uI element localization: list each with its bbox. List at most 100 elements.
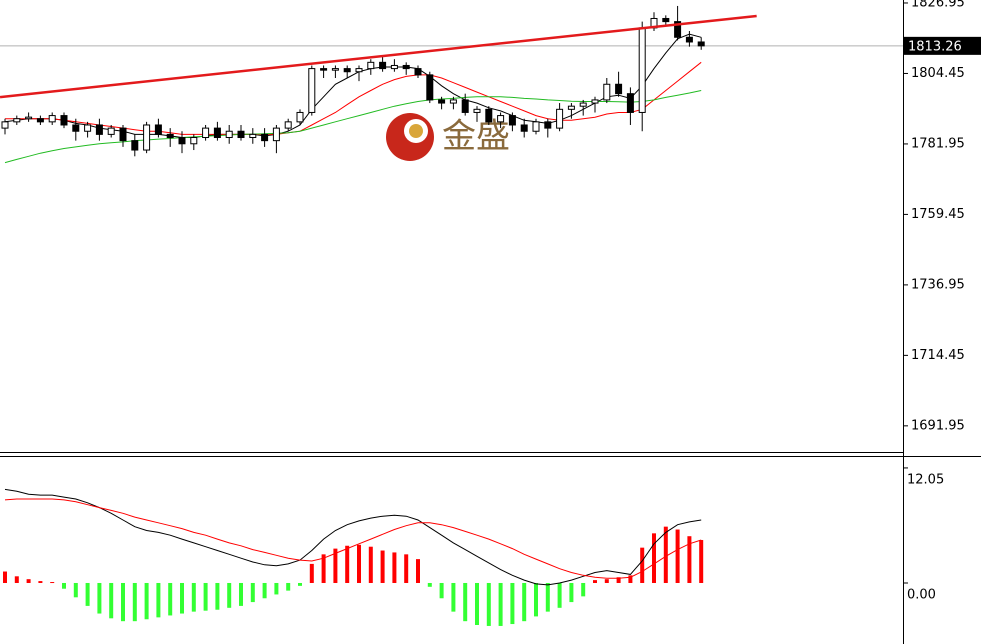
y-tick-label: 1691.95 <box>911 418 965 433</box>
candle-body <box>36 118 44 123</box>
histogram-bar <box>203 582 208 611</box>
histogram-bar <box>3 571 7 583</box>
candle-body <box>261 133 269 142</box>
candle-body <box>166 133 174 139</box>
candle-body <box>308 68 316 113</box>
histogram-bar <box>121 582 125 622</box>
y-tick-label: 1759.45 <box>911 207 965 222</box>
histogram-bar <box>522 582 527 622</box>
current-price-label: 1813.26 <box>908 39 962 54</box>
candle-body <box>473 108 481 113</box>
histogram-bar <box>486 582 491 626</box>
histogram-bar <box>616 577 621 583</box>
candle-body <box>119 127 127 142</box>
candle-body <box>449 99 457 104</box>
histogram-bar <box>439 582 444 599</box>
candle-body <box>662 17 670 23</box>
candle-body <box>685 36 693 43</box>
y-tick-label: 0.00 <box>907 587 936 602</box>
candle-body <box>461 99 469 113</box>
y-tick-label: 1826.95 <box>911 0 965 10</box>
candle-body <box>72 124 80 132</box>
candle-body <box>190 137 198 145</box>
histogram-bar <box>652 533 656 583</box>
candle-body <box>367 61 375 70</box>
candle-body <box>414 68 422 76</box>
histogram-bar <box>404 554 409 583</box>
candle-body <box>213 127 221 139</box>
histogram-bar <box>416 559 420 583</box>
histogram-bar <box>97 582 102 614</box>
candle-body <box>603 83 611 101</box>
candle-body <box>178 137 186 145</box>
candle-body <box>272 127 280 142</box>
histogram-bar <box>498 582 503 626</box>
histogram-bar <box>262 582 267 599</box>
histogram-bar <box>250 582 255 603</box>
candle-body <box>48 115 56 123</box>
histogram-bar <box>274 582 279 595</box>
candle-body <box>296 111 304 123</box>
candle-body <box>343 68 351 73</box>
current-price-box <box>904 36 981 55</box>
candle-body <box>438 99 446 104</box>
y-tick-label: 1781.95 <box>911 136 965 151</box>
histogram-bar <box>569 582 574 603</box>
candle-body <box>615 83 623 95</box>
macd-line <box>4 498 702 579</box>
candle-body <box>320 68 328 71</box>
histogram-bar <box>392 552 397 583</box>
histogram-bar <box>368 546 373 583</box>
candle-body <box>1 121 9 129</box>
histogram-bar <box>38 581 43 583</box>
candle-body <box>95 124 103 135</box>
candle-body <box>544 121 552 129</box>
candle-body <box>520 124 528 132</box>
candle-body <box>84 124 92 132</box>
histogram-bar <box>168 582 173 616</box>
histogram-bar <box>132 582 137 622</box>
watermark-text: 金盛 <box>442 117 510 157</box>
trendline <box>0 14 757 99</box>
histogram-bar <box>180 582 184 614</box>
histogram-bar <box>534 582 538 617</box>
candle-body <box>626 93 634 113</box>
candle-body <box>249 133 257 139</box>
histogram-bar <box>239 582 243 606</box>
candle-body <box>402 64 410 70</box>
histogram-bar <box>675 529 680 583</box>
candle-body <box>225 130 233 139</box>
candle-body <box>154 124 162 135</box>
histogram-bar <box>557 582 562 608</box>
histogram-bar <box>451 582 456 612</box>
histogram-bar <box>286 582 291 591</box>
candle-body <box>697 41 705 47</box>
candle-body <box>237 130 245 139</box>
histogram-bar <box>640 547 645 583</box>
candle-body <box>556 108 564 129</box>
candle-body <box>674 21 682 38</box>
histogram-bar <box>50 582 55 584</box>
histogram-bar <box>333 548 338 583</box>
candle-body <box>485 108 493 123</box>
histogram-bar <box>699 540 704 583</box>
histogram-bar <box>298 582 302 586</box>
candle-body <box>532 121 540 132</box>
candle-body <box>25 116 33 120</box>
histogram-bar <box>309 563 314 583</box>
moving-average <box>4 90 702 164</box>
candle-body <box>567 105 575 110</box>
histogram-bar <box>144 582 149 620</box>
histogram-bar <box>463 582 468 622</box>
histogram-bar <box>191 582 196 612</box>
histogram-bar <box>510 582 515 625</box>
histogram-bar <box>227 582 232 608</box>
candle-body <box>638 27 646 113</box>
candle-body <box>143 124 151 151</box>
candle-body <box>60 115 68 126</box>
candle-body <box>331 68 339 71</box>
candle-body <box>284 121 292 129</box>
histogram-bar <box>628 575 633 583</box>
